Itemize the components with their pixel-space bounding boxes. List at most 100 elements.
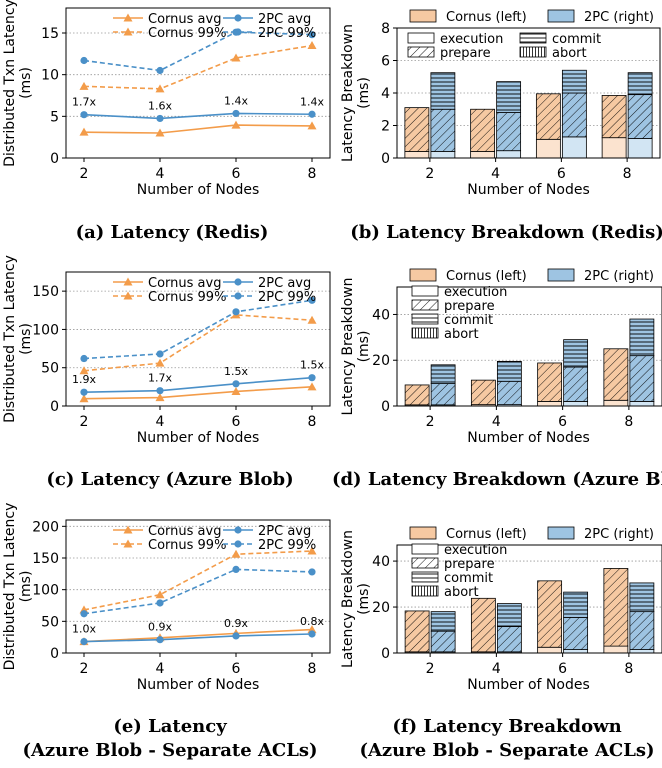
speedup-annotation: 1.5x [224, 365, 248, 378]
legend-label: commit [444, 313, 493, 328]
legend-hatch-commit [520, 33, 546, 43]
triangle-marker [123, 27, 133, 36]
bar-segment-execution [430, 151, 456, 159]
bar-hatch-prepare [603, 348, 628, 401]
triangle-marker [231, 386, 241, 395]
legend-label: abort [444, 327, 479, 342]
bar-segment-execution [603, 645, 629, 654]
bar-hatch-prepare [404, 107, 429, 152]
y-tick-label: 40 [372, 554, 390, 570]
x-tick-label: 2 [80, 166, 89, 182]
bar-segment-execution [629, 401, 655, 407]
bar-segment-execution [563, 649, 589, 654]
top-legend: Cornus (left) 2PC (right) [409, 526, 654, 542]
speedup-annotation: 1.5x [300, 359, 324, 372]
circle-marker [234, 526, 242, 534]
legend-label: 2PC 99% [258, 290, 316, 305]
y-axis-title-line: (ms) [356, 331, 372, 363]
speedup-annotation: 1.7x [148, 372, 172, 385]
bar-hatch-commit [497, 361, 522, 382]
triangle-marker [123, 525, 133, 534]
legend-hatch-commit [412, 572, 438, 582]
legend-swatch [547, 9, 575, 23]
speedup-annotation: 0.9x [148, 621, 172, 634]
bar-hatch-commit [431, 364, 456, 384]
legend-label: 2PC avg [258, 12, 311, 27]
y-axis-title-line: Distributed Txn Latency [2, 503, 18, 671]
triangle-marker [123, 539, 133, 548]
circle-marker [80, 111, 88, 119]
triangle-marker [307, 625, 317, 634]
legend-swatch [409, 268, 437, 282]
bar-chart-1: 0 20 40 2 4 6 8 Number of Nodes Latency Breakdow… [340, 268, 662, 446]
triangle-marker [155, 590, 165, 599]
y-tick-label: 5 [50, 109, 59, 125]
circle-marker [232, 632, 240, 640]
legend-label: 2PC 99% [258, 538, 316, 553]
x-tick-label: 4 [492, 414, 501, 430]
circle-marker [308, 568, 316, 576]
panel-caption: (Azure Blob - Separate ACLs) [22, 740, 317, 761]
triangle-marker [231, 53, 241, 62]
x-tick-label: 2 [426, 414, 435, 430]
triangle-marker [155, 393, 165, 402]
bar-segment-execution [404, 151, 430, 159]
x-axis-title: Number of Nodes [137, 182, 259, 198]
triangle-marker [79, 366, 89, 375]
triangle-marker [231, 549, 241, 558]
y-tick-label: 0 [50, 399, 59, 415]
bar-hatch-prepare [628, 94, 653, 139]
panel-caption: (d) Latency Breakdown (Azure Blob [332, 469, 662, 490]
circle-marker [234, 278, 242, 286]
bar-hatch-prepare [470, 109, 495, 152]
legend-label: Cornus (left) [446, 269, 527, 284]
bar-segment-execution [563, 401, 589, 407]
y-tick-label: 10 [41, 68, 59, 84]
series-line [83, 314, 313, 372]
legend-hatch-prepare [412, 558, 438, 568]
x-tick-label: 2 [80, 661, 89, 677]
panel-caption: (b) Latency Breakdown (Redis) [350, 222, 662, 243]
bar-hatch-prepare [405, 384, 430, 405]
plot-frame [396, 544, 662, 654]
series-line [83, 44, 313, 90]
bar-hatch-prepare [471, 380, 496, 405]
x-tick-label: 6 [232, 166, 241, 182]
y-tick-label: 50 [41, 361, 59, 377]
circle-marker [232, 308, 240, 316]
legend-hatch-prepare [408, 47, 434, 57]
bar-hatch-prepare [405, 610, 430, 652]
inner-legend: execution commit prepare abort [407, 32, 601, 61]
panel-caption: (f) Latency Breakdown [392, 716, 621, 737]
triangle-marker [123, 291, 133, 300]
y-tick-label: 4 [381, 86, 390, 102]
circle-marker [232, 109, 240, 118]
bar-hatch-prepare [497, 381, 522, 405]
bar-hatch-commit [497, 603, 522, 627]
series-1 [79, 546, 317, 614]
bar-hatch-prepare [536, 93, 561, 140]
x-axis-title: Number of Nodes [467, 430, 589, 446]
x-tick-label: 6 [558, 414, 567, 430]
x-axis-title: Number of Nodes [467, 182, 589, 198]
triangle-marker [123, 277, 133, 286]
triangle-marker [307, 315, 317, 324]
triangle-marker [155, 358, 165, 367]
y-axis-title: Latency Breakdown (ms) [340, 278, 372, 416]
x-tick-label: 6 [232, 414, 241, 430]
triangle-marker [307, 546, 317, 555]
y-axis-title: Distributed Txn Latency (ms) [2, 255, 34, 423]
plot-frame [65, 519, 331, 654]
y-tick-label: 2 [381, 119, 390, 135]
line-chart-2: 0 50 100 150 200 2 4 6 8 Number of Nodes Distribut… [2, 503, 331, 693]
panel-caption: (c) Latency (Azure Blob) [46, 469, 293, 490]
series-2 [80, 630, 316, 646]
bar-hatch-commit [430, 72, 455, 110]
legend-label: prepare [440, 46, 491, 61]
speedup-annotation: 1.4x [300, 95, 324, 108]
series-line [83, 124, 313, 134]
legend-label: 2PC avg [258, 276, 311, 291]
